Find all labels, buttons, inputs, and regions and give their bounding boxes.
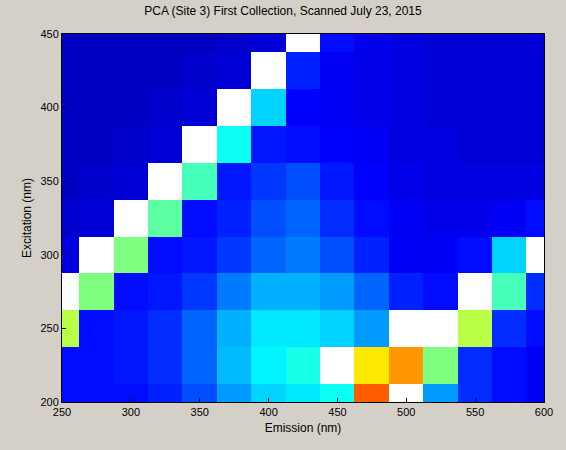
svg-text:Excitation (nm): Excitation (nm) bbox=[20, 178, 34, 258]
svg-text:300: 300 bbox=[122, 406, 140, 418]
svg-text:600: 600 bbox=[535, 406, 553, 418]
svg-text:250: 250 bbox=[53, 406, 71, 418]
svg-text:450: 450 bbox=[328, 406, 346, 418]
svg-text:350: 350 bbox=[191, 406, 209, 418]
svg-text:500: 500 bbox=[397, 406, 415, 418]
svg-text:200: 200 bbox=[40, 396, 58, 408]
svg-text:350: 350 bbox=[40, 175, 58, 187]
svg-text:250: 250 bbox=[40, 322, 58, 334]
svg-text:Emission (nm): Emission (nm) bbox=[265, 421, 342, 435]
svg-text:400: 400 bbox=[259, 406, 277, 418]
svg-text:550: 550 bbox=[466, 406, 484, 418]
svg-text:450: 450 bbox=[40, 28, 58, 40]
svg-text:PCA (Site 3) First Collection,: PCA (Site 3) First Collection, Scanned J… bbox=[144, 4, 422, 18]
svg-text:300: 300 bbox=[40, 249, 58, 261]
svg-text:400: 400 bbox=[40, 101, 58, 113]
